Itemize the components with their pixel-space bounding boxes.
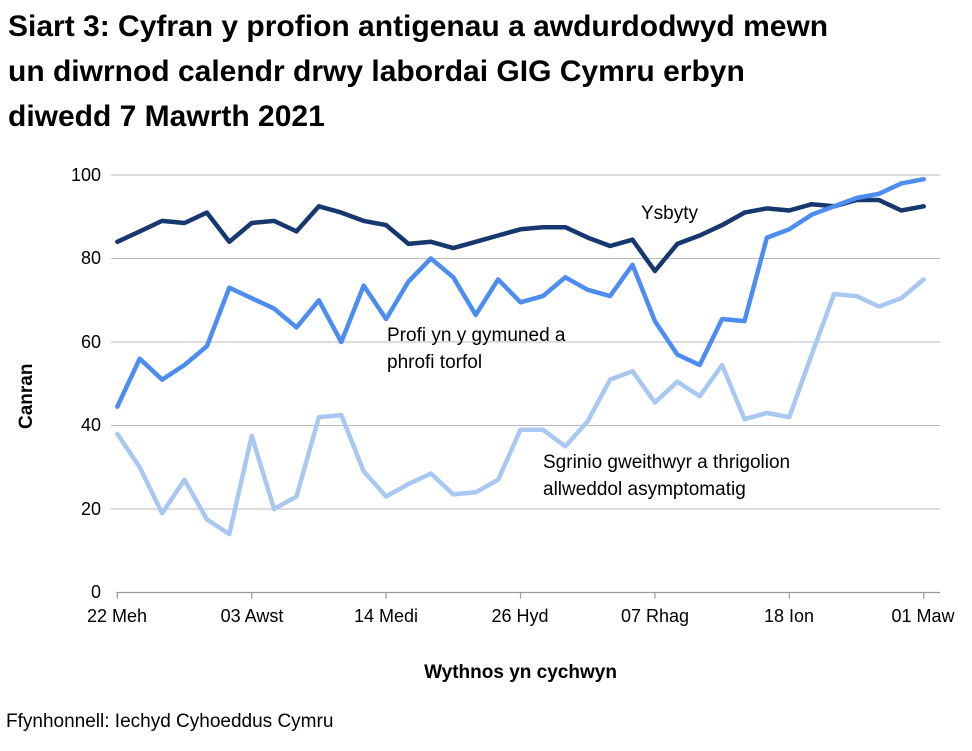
x-tick-22-meh: 22 Meh xyxy=(86,606,148,626)
y-tick-80: 80 xyxy=(80,248,101,268)
x-tick-01-maw: 01 Maw xyxy=(891,606,955,626)
series-line-2-sgrinio xyxy=(115,277,926,537)
series-label-profi: Profi yn y gymuned a phrofi torfol xyxy=(387,322,565,376)
series-label-sgrinio-line1: Sgrinio gweithwyr a thrigolion xyxy=(543,452,791,473)
x-axis-title: Wythnos yn cychwyn xyxy=(424,662,617,683)
chart-title-line1: Siart 3: Cyfran y profion antigenau a aw… xyxy=(8,10,829,43)
x-tick-03-awst: 03 Awst xyxy=(220,606,284,626)
series-label-profi-line2: phrofi torfol xyxy=(387,352,483,373)
y-tick-60: 60 xyxy=(80,332,101,352)
x-tick-07-rhag: 07 Rhag xyxy=(620,606,690,626)
series-label-sgrinio-line2: allweddol asymptomatig xyxy=(543,479,746,500)
x-tick-18-ion: 18 Ion xyxy=(763,606,815,626)
y-tick-40: 40 xyxy=(80,415,101,435)
series-label-profi-line1: Profi yn y gymuned a xyxy=(387,325,566,346)
line-chart-plot-area xyxy=(111,174,940,599)
series-line-1-profi xyxy=(115,176,926,409)
chart-title-line3: diwedd 7 Mawrth 2021 xyxy=(8,100,325,133)
source-note: Ffynhonnell: Iechyd Cyhoeddus Cymru xyxy=(6,711,334,732)
y-tick-20: 20 xyxy=(80,499,101,519)
x-tick-26-hyd: 26 Hyd xyxy=(491,606,549,626)
y-tick-100: 100 xyxy=(70,165,101,185)
y-tick-0: 0 xyxy=(90,582,101,602)
series-label-sgrinio: Sgrinio gweithwyr a thrigolion allweddol… xyxy=(543,449,790,503)
chart-title-line2: un diwrnod calendr drwy labordai GIG Cym… xyxy=(8,55,745,88)
series-label-ysbyty: Ysbyty xyxy=(641,203,699,224)
chart-title: Siart 3: Cyfran y profion antigenau a aw… xyxy=(8,4,964,139)
x-tick-14-medi: 14 Medi xyxy=(353,606,419,626)
series-line-0-ysbyty xyxy=(115,197,926,274)
